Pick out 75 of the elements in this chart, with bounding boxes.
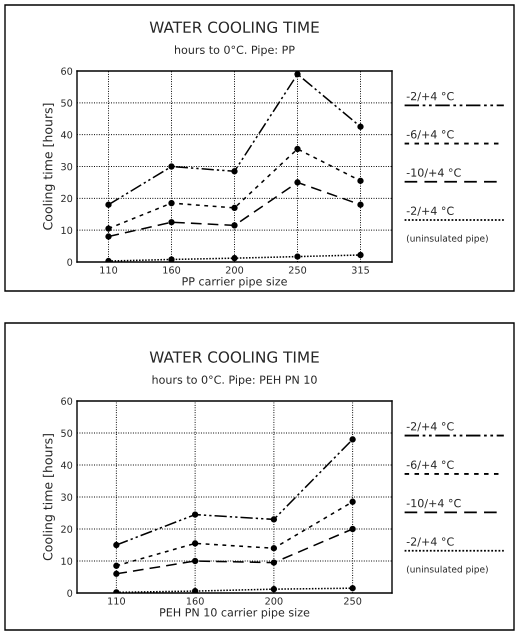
x-tick-label: 250 (344, 597, 362, 605)
point (113, 570, 120, 577)
y-tick-label: 0 (67, 589, 72, 597)
text: -2/+4 °C (406, 422, 454, 432)
point (192, 558, 198, 564)
point (357, 124, 364, 130)
point (105, 202, 112, 208)
y-tick-label: 40 (60, 131, 72, 138)
point (350, 436, 356, 443)
point (231, 204, 238, 212)
y-tick-label: 0 (67, 258, 72, 266)
point (105, 225, 112, 232)
x-tick-label: 200 (265, 597, 283, 605)
y-tick-label: 20 (61, 194, 72, 202)
chart-title: WATER COOLING TIME (150, 21, 319, 34)
point (168, 256, 175, 262)
text: (uninsulated pipe) (406, 566, 488, 574)
point (350, 526, 356, 532)
point (357, 178, 364, 184)
chart-title: WATER COOLING TIME (150, 351, 319, 363)
text: -6/+4 °C (406, 460, 454, 470)
chart-subtitle: hours to 0°C. Pipe: PEH PN 10 (152, 375, 317, 386)
point (357, 252, 364, 258)
point (168, 219, 175, 226)
point (270, 586, 277, 592)
point (192, 511, 198, 518)
point (270, 545, 277, 552)
point (294, 179, 301, 186)
text: -10/+4 °C (406, 168, 461, 178)
y-tick-label: 60 (61, 397, 72, 405)
point (350, 585, 356, 592)
text: (uninsulated pipe) (406, 234, 488, 244)
y-tick-label: 50 (61, 429, 72, 437)
y-axis-title: Cooling time [hours] (42, 104, 55, 230)
y-tick-label: 30 (61, 493, 72, 501)
point (192, 588, 198, 593)
point (231, 255, 238, 262)
chart-subtitle: hours to 0°C. Pipe: PP (175, 45, 295, 56)
text: -2/+4 °C (406, 537, 454, 547)
text: -10/+4 °C (406, 498, 461, 508)
point (231, 168, 238, 174)
point (270, 559, 277, 566)
point (294, 253, 301, 260)
y-tick-label: 60 (61, 67, 72, 75)
text: -2/+4 °C (406, 92, 454, 102)
text: -2/+4 °C (406, 206, 454, 216)
y-axis-title: Cooling time [hours] (42, 434, 55, 560)
point (105, 233, 112, 240)
x-tick-label: 200 (226, 266, 244, 274)
x-tick-label: 110 (100, 266, 118, 274)
x-tick-label: 315 (352, 266, 369, 274)
x-axis-title: PP carrier pipe size (182, 276, 287, 288)
point (113, 542, 120, 548)
point (294, 146, 301, 152)
x-tick-label: 110 (108, 597, 126, 605)
point (357, 202, 364, 208)
x-axis-title: PEH PN 10 carrier pipe size (160, 608, 310, 619)
point (350, 498, 356, 505)
point (192, 540, 198, 547)
y-tick-label: 30 (61, 162, 72, 170)
y-tick-label: 10 (62, 557, 72, 565)
y-tick-label: 10 (62, 226, 72, 234)
x-tick-label: 160 (163, 266, 180, 274)
point (270, 516, 277, 523)
point (113, 562, 120, 569)
point (294, 71, 301, 78)
point (168, 200, 175, 206)
x-tick-label: 160 (186, 597, 204, 605)
y-tick-label: 40 (60, 461, 72, 469)
text: -6/+4 °C (406, 130, 454, 140)
x-tick-label: 250 (288, 266, 306, 274)
point (168, 163, 175, 170)
point (231, 222, 238, 229)
y-tick-label: 20 (61, 525, 72, 533)
y-tick-label: 50 (61, 99, 72, 107)
